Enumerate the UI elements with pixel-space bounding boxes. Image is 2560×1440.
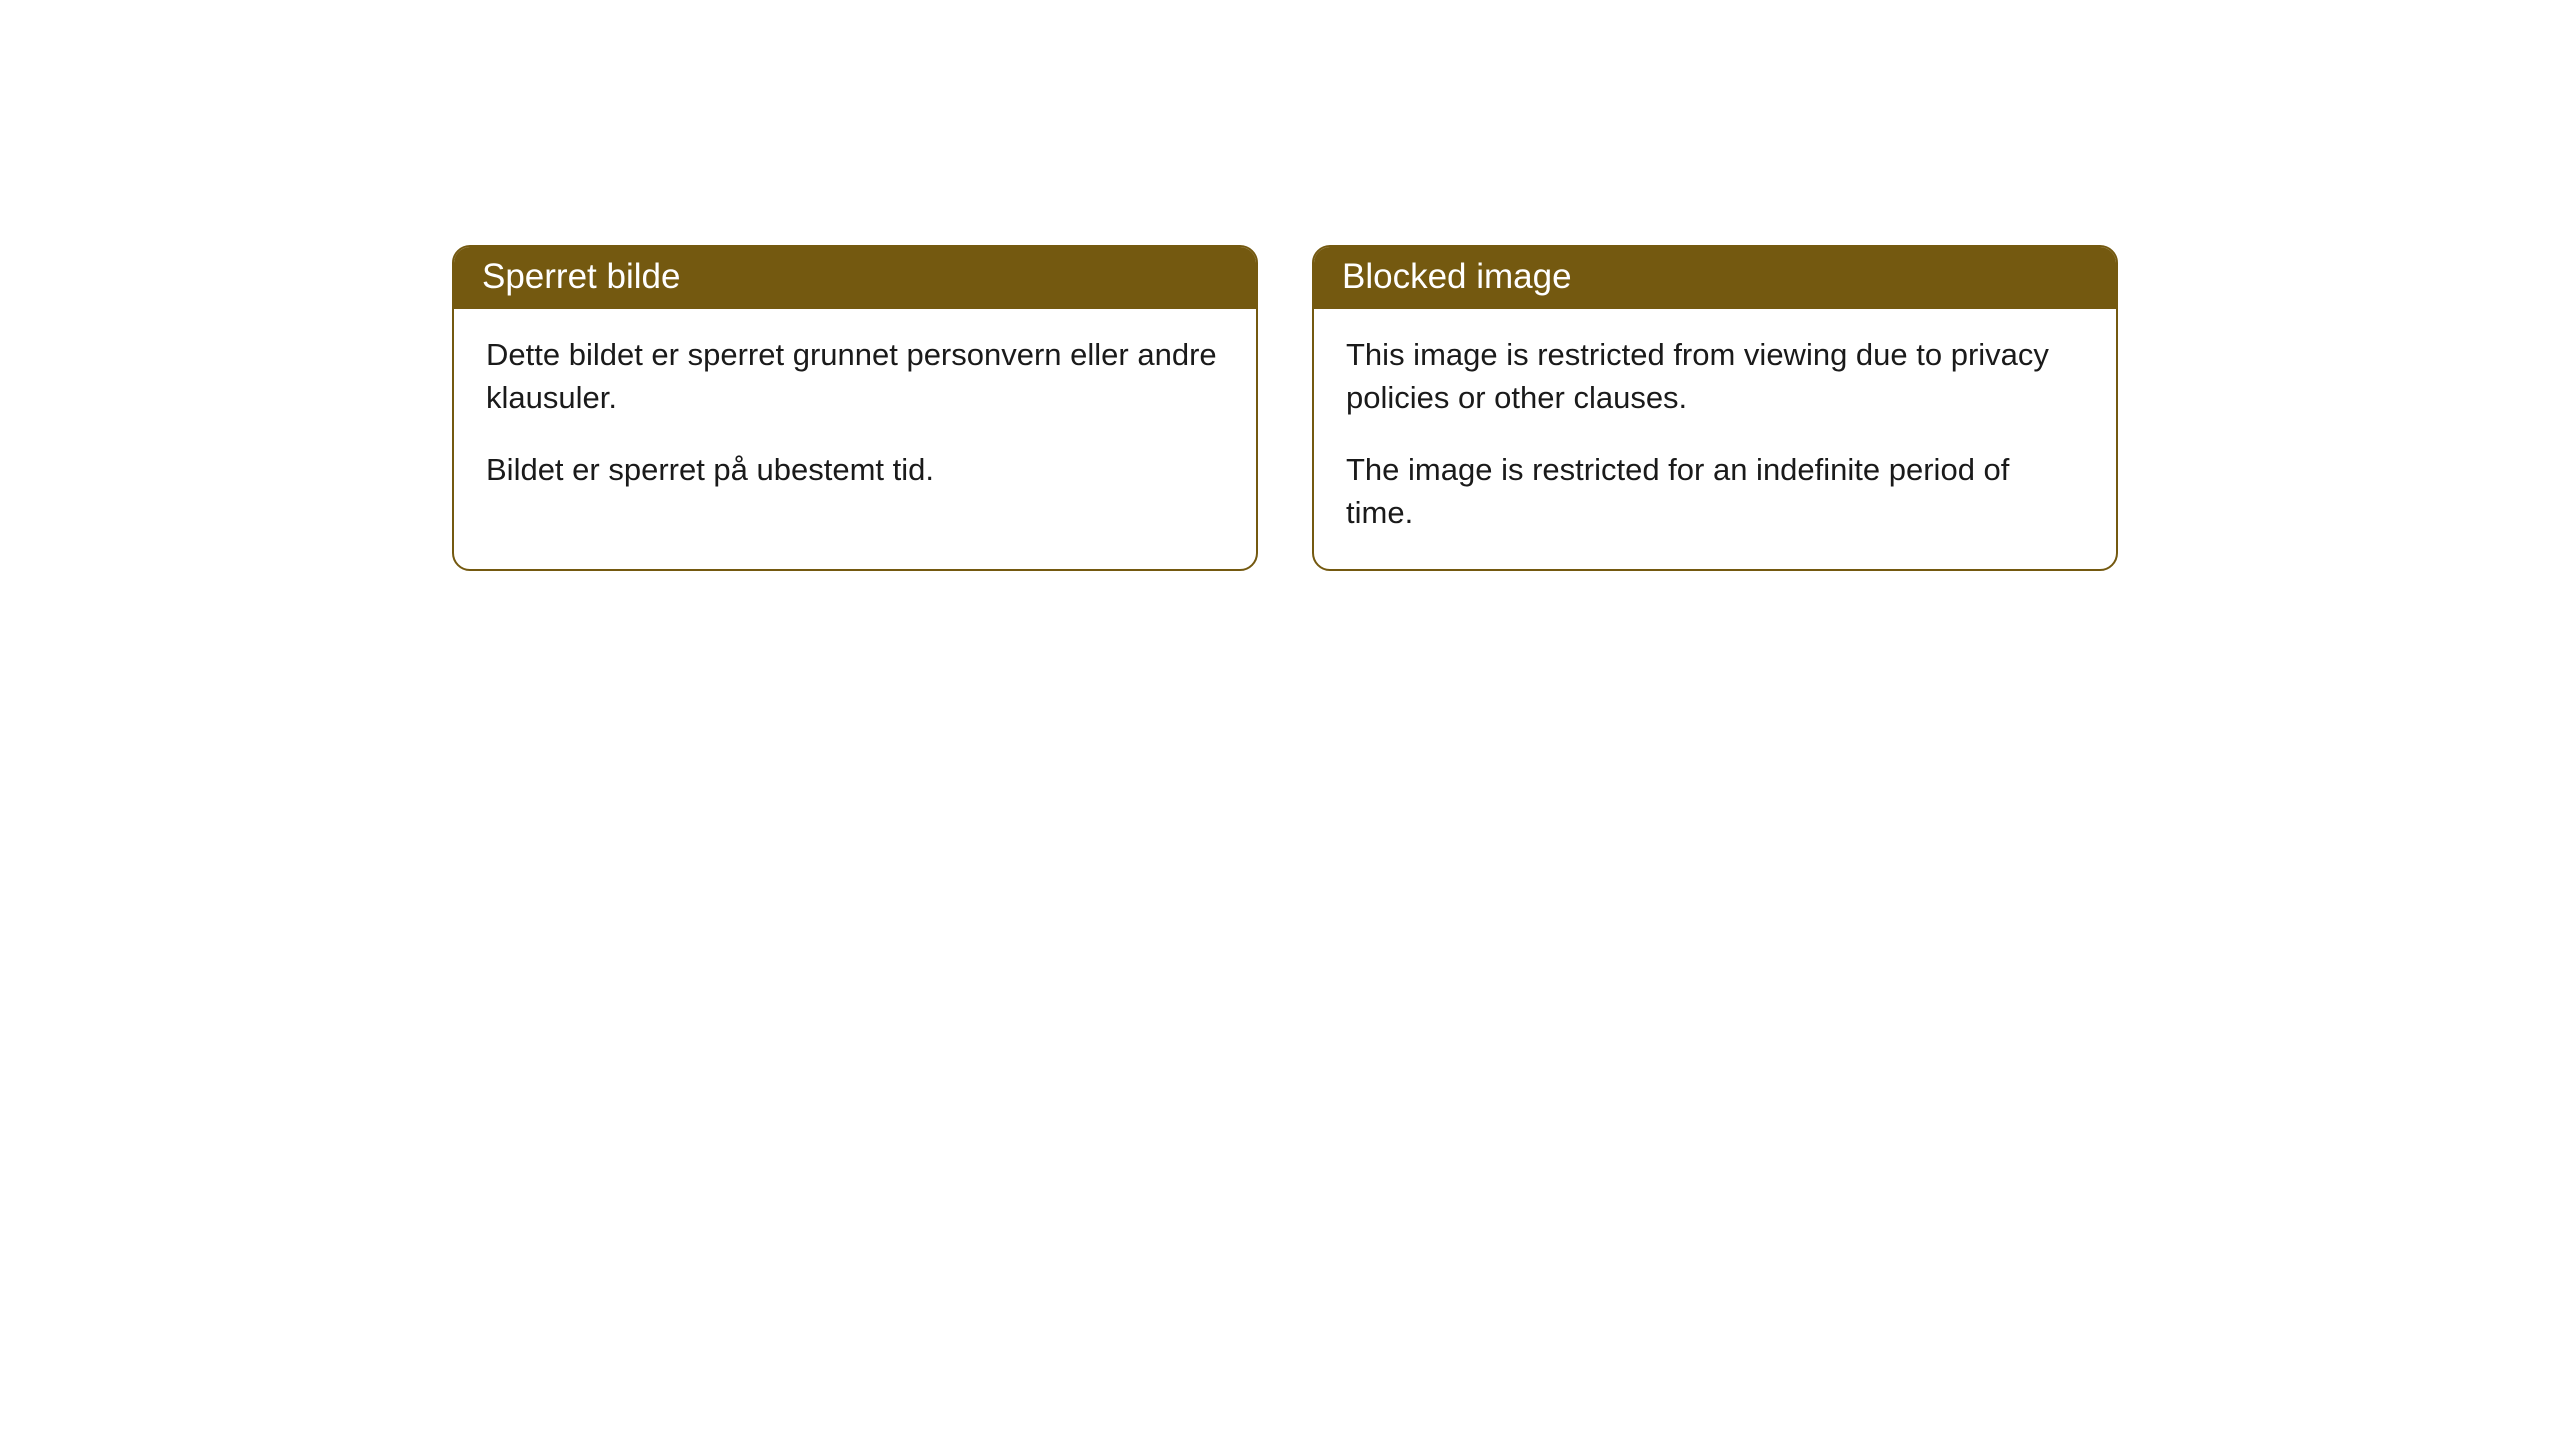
card-title: Blocked image xyxy=(1342,257,1572,296)
card-body: This image is restricted from viewing du… xyxy=(1314,309,2116,569)
card-paragraph-1: Dette bildet er sperret grunnet personve… xyxy=(486,333,1224,420)
card-paragraph-2: The image is restricted for an indefinit… xyxy=(1346,448,2084,535)
cards-container: Sperret bilde Dette bildet er sperret gr… xyxy=(0,0,2560,571)
card-paragraph-2: Bildet er sperret på ubestemt tid. xyxy=(486,448,1224,491)
blocked-image-card-norwegian: Sperret bilde Dette bildet er sperret gr… xyxy=(452,245,1258,571)
card-header: Sperret bilde xyxy=(454,247,1256,309)
card-paragraph-1: This image is restricted from viewing du… xyxy=(1346,333,2084,420)
card-body: Dette bildet er sperret grunnet personve… xyxy=(454,309,1256,525)
blocked-image-card-english: Blocked image This image is restricted f… xyxy=(1312,245,2118,571)
card-title: Sperret bilde xyxy=(482,257,680,296)
card-header: Blocked image xyxy=(1314,247,2116,309)
